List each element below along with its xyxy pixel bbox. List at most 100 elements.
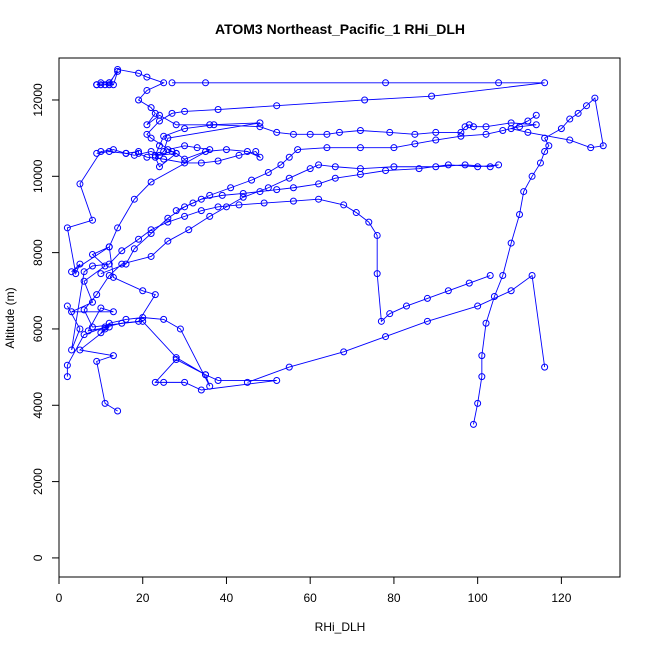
- data-point: [516, 123, 524, 131]
- data-point: [97, 270, 105, 278]
- data-point: [118, 260, 126, 268]
- data-point: [109, 81, 117, 89]
- data-point: [143, 153, 151, 161]
- data-point: [528, 272, 536, 280]
- data-point: [160, 315, 168, 323]
- data-point: [206, 191, 214, 199]
- data-point: [373, 270, 381, 278]
- data-point: [507, 239, 515, 247]
- data-point: [474, 163, 482, 171]
- data-point: [97, 147, 105, 155]
- data-point: [524, 117, 532, 125]
- data-point: [143, 130, 151, 138]
- data-point: [88, 216, 96, 224]
- data-point: [432, 163, 440, 171]
- data-point: [168, 109, 176, 117]
- data-point: [143, 121, 151, 129]
- data-point: [68, 308, 76, 316]
- data-point: [532, 121, 540, 129]
- data-point: [118, 247, 126, 255]
- x-tick-label: 100: [468, 591, 488, 605]
- data-point: [574, 109, 582, 117]
- data-point: [461, 123, 469, 131]
- data-point: [264, 168, 272, 176]
- data-point: [105, 260, 113, 268]
- data-point: [541, 147, 549, 155]
- data-point: [63, 361, 71, 369]
- data-point: [315, 195, 323, 203]
- y-tick-label: 4000: [31, 392, 45, 419]
- data-point: [164, 218, 172, 226]
- data-point: [155, 163, 163, 171]
- data-point: [361, 96, 369, 104]
- data-point: [80, 331, 88, 339]
- data-point: [80, 268, 88, 276]
- data-point: [172, 207, 180, 215]
- data-point: [122, 315, 130, 323]
- data-point: [486, 163, 494, 171]
- x-axis-label: RHi_DLH: [315, 620, 366, 634]
- data-point: [172, 121, 180, 129]
- data-point: [105, 243, 113, 251]
- data-point: [587, 144, 595, 152]
- data-point: [176, 325, 184, 333]
- data-point: [423, 317, 431, 325]
- data-point: [273, 102, 281, 110]
- data-point: [239, 193, 247, 201]
- data-point: [356, 170, 364, 178]
- data-point: [101, 262, 109, 270]
- data-point: [135, 235, 143, 243]
- data-series: [63, 195, 494, 354]
- data-point: [168, 79, 176, 87]
- data-point: [336, 128, 343, 136]
- data-point: [289, 130, 297, 138]
- data-point: [93, 357, 101, 365]
- data-point: [264, 184, 272, 192]
- series-line: [146, 82, 545, 212]
- data-point: [143, 73, 151, 81]
- data-point: [214, 106, 222, 114]
- data-point: [356, 127, 364, 135]
- data-point: [197, 207, 205, 215]
- data-point: [147, 104, 155, 112]
- y-tick-label: 0: [31, 554, 45, 561]
- data-point: [390, 144, 398, 152]
- data-point: [256, 188, 264, 196]
- data-point: [68, 346, 76, 354]
- data-point: [97, 81, 105, 89]
- data-point: [139, 287, 147, 295]
- data-series: [63, 142, 503, 415]
- data-point: [482, 319, 490, 327]
- data-point: [256, 119, 264, 127]
- data-point: [545, 142, 553, 150]
- data-point: [432, 128, 440, 136]
- data-point: [402, 302, 410, 310]
- data-point: [495, 79, 503, 87]
- data-point: [306, 165, 314, 173]
- data-point: [109, 352, 117, 360]
- data-point: [76, 325, 84, 333]
- data-point: [130, 195, 138, 203]
- data-point: [76, 260, 84, 268]
- data-point: [114, 407, 122, 415]
- x-axis: 0 20 40 60 80 100 120: [56, 576, 572, 605]
- data-point: [114, 65, 122, 73]
- data-point: [130, 245, 138, 253]
- data-point: [382, 167, 390, 175]
- data-point: [428, 92, 436, 100]
- data-point: [93, 81, 101, 89]
- data-point: [222, 203, 230, 211]
- data-point: [390, 163, 398, 171]
- data-point: [147, 230, 155, 238]
- data-point: [315, 180, 323, 188]
- data-point: [474, 302, 482, 310]
- data-point: [197, 159, 205, 167]
- series-layer: [63, 65, 607, 428]
- data-point: [139, 317, 147, 325]
- data-point: [457, 128, 465, 136]
- y-axis: 0 2000 4000 6000 8000 10000 12000: [31, 83, 60, 561]
- data-point: [566, 115, 574, 123]
- data-point: [248, 176, 256, 184]
- data-point: [147, 226, 155, 234]
